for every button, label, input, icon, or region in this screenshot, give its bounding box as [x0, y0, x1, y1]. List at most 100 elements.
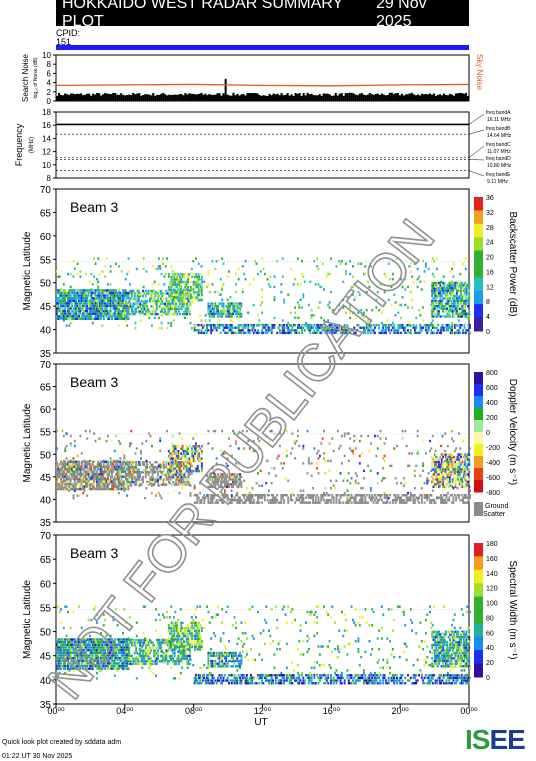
scatter-cell: [230, 501, 233, 504]
scatter-cell: [56, 291, 58, 295]
scatter-cell: [309, 331, 312, 335]
scatter-cell: [181, 447, 184, 450]
scatter-cell: [56, 477, 58, 481]
scatter-cell: [453, 455, 456, 459]
scatter-cell: [296, 316, 299, 320]
scatter-cell: [451, 454, 454, 458]
scatter-cell: [200, 457, 203, 460]
scatter-cell: [155, 307, 158, 311]
scatter-cell: [464, 475, 467, 479]
scatter-cell: [159, 470, 162, 474]
scatter-cell: [203, 496, 206, 499]
scatter-cell: [173, 275, 176, 279]
scatter-cell: [207, 302, 210, 305]
scatter-cell: [193, 324, 196, 327]
scatter-cell: [464, 458, 467, 461]
scatter-cell: [374, 331, 376, 335]
scatter-cell: [174, 467, 177, 470]
freq-band-value: 16.11 MHz: [487, 117, 511, 123]
cbar-segment: [474, 304, 483, 319]
plot-date: 29 Nov 2025: [375, 0, 427, 30]
lat-tick-label: 45: [40, 302, 52, 313]
scatter-cell: [467, 482, 470, 485]
scatter-cell: [58, 482, 61, 486]
scatter-cell: [151, 289, 154, 293]
scatter-cell: [280, 496, 283, 499]
freq-band-label: freq bandC: [486, 142, 511, 148]
scatter-cell: [426, 323, 429, 327]
scatter-cell: [173, 293, 176, 297]
scatter-cell: [168, 310, 171, 313]
search-noise-bar: [138, 93, 141, 101]
scatter-cell: [439, 465, 442, 469]
scatter-cell: [72, 290, 75, 294]
scatter-cell: [89, 289, 91, 292]
scatter-cell: [449, 270, 452, 273]
scatter-cell: [239, 315, 241, 318]
scatter-cell: [446, 284, 449, 287]
scatter-cell: [181, 312, 184, 316]
scatter-cell: [101, 270, 104, 273]
cbar-tick-label: 800: [486, 370, 498, 377]
scatter-cell: [155, 302, 158, 306]
scatter-cell: [62, 289, 65, 292]
scatter-cell: [402, 501, 405, 504]
scatter-cell: [109, 299, 112, 302]
scatter-cell: [222, 329, 225, 332]
scatter-cell: [256, 498, 259, 502]
scatter-cell: [451, 329, 454, 332]
scatter-cell: [101, 487, 104, 491]
scatter-cell: [184, 297, 187, 300]
scatter-cell: [192, 296, 195, 299]
scatter-cell: [180, 447, 183, 450]
scatter-cell: [353, 311, 356, 314]
scatter-cell: [101, 324, 104, 327]
scatter-cell: [400, 482, 403, 485]
scatter-cell: [82, 307, 85, 310]
scatter-cell: [188, 462, 191, 465]
scatter-cell: [236, 480, 239, 484]
scatter-cell: [80, 470, 83, 473]
scatter-cell: [167, 275, 170, 279]
scatter-cell: [453, 474, 456, 477]
scatter-cell: [171, 457, 174, 460]
scatter-cell: [317, 326, 320, 329]
scatter-cell: [446, 323, 449, 327]
scatter-cell: [178, 452, 181, 455]
scatter-cell: [111, 482, 113, 486]
scatter-cell: [184, 469, 187, 473]
scatter-cell: [429, 498, 431, 502]
search-noise-bar: [320, 95, 323, 101]
scatter-cell: [281, 494, 284, 497]
scatter-cell: [215, 478, 218, 481]
scatter-cell: [67, 470, 69, 473]
scatter-cell: [137, 473, 140, 476]
scatter-cell: [127, 485, 130, 488]
scatter-cell: [387, 329, 390, 332]
scatter-cell: [466, 463, 469, 466]
scatter-cell: [230, 454, 233, 458]
scatter-cell: [127, 487, 130, 491]
scatter-cell: [173, 310, 176, 313]
scatter-cell: [469, 323, 471, 327]
scatter-cell: [177, 310, 180, 313]
scatter-cell: [210, 475, 213, 479]
scatter-cell: [60, 312, 63, 315]
scatter-cell: [116, 304, 119, 308]
scatter-cell: [390, 323, 393, 327]
scatter-cell: [314, 283, 317, 286]
scatter-cell: [361, 501, 364, 504]
scatter-cell: [449, 478, 451, 481]
scatter-cell: [105, 470, 108, 473]
scatter-cell: [184, 292, 187, 295]
scatter-cell: [79, 485, 82, 488]
scatter-cell: [79, 299, 82, 302]
scatter-cell: [318, 331, 321, 335]
scatter-cell: [123, 304, 126, 308]
search-noise-bar: [394, 93, 397, 101]
scatter-cell: [142, 461, 144, 464]
scatter-cell: [323, 288, 325, 291]
search-noise-bar: [196, 94, 199, 101]
scatter-cell: [467, 329, 470, 332]
scatter-cell: [248, 494, 251, 497]
